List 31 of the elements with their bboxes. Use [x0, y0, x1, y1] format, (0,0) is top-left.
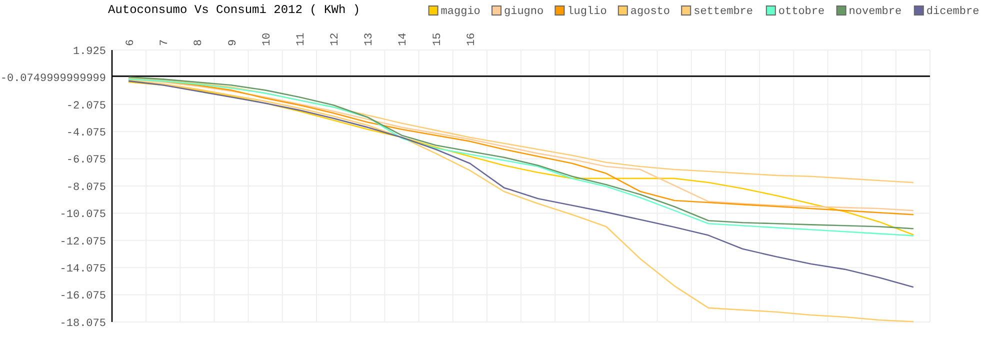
y-tick-label: 1.925 [72, 46, 106, 58]
chart-title: Autoconsumo Vs Consumi 2012 ( KWh ) [108, 3, 360, 17]
x-tick-label: 9 [227, 39, 240, 46]
y-tick-label: -14.075 [60, 263, 106, 276]
x-tick-label: 11 [295, 32, 308, 46]
y-tick-label: -12.075 [60, 236, 106, 248]
x-tick-label: 15 [432, 32, 444, 46]
x-tick-label: 13 [364, 32, 376, 46]
legend-label: novembre [848, 6, 902, 18]
x-tick-label: 16 [466, 32, 478, 46]
y-tick-label: -0.0749999999999 [0, 73, 106, 86]
y-tick-label: -6.075 [66, 154, 106, 167]
y-tick-label: -8.075 [66, 182, 106, 194]
legend-label: dicembre [926, 6, 980, 18]
x-tick-label: 10 [261, 32, 274, 46]
legend-label: maggio [440, 6, 480, 18]
y-tick-label: -16.075 [60, 290, 106, 303]
legend-label: agosto [630, 6, 670, 18]
legend-label: luglio [567, 6, 607, 18]
x-tick-label: 7 [159, 39, 172, 46]
legend-label: settembre [694, 6, 754, 18]
x-tick-label: 12 [330, 32, 342, 46]
y-tick-label: -2.075 [66, 100, 106, 112]
legend-label: giugno [504, 6, 544, 18]
y-tick-label: -10.075 [60, 209, 106, 222]
y-tick-label: -4.075 [66, 127, 106, 140]
legend-label: ottobre [778, 6, 825, 18]
y-tick-label: -18.075 [60, 318, 106, 330]
x-tick-label: 8 [193, 39, 206, 46]
x-tick-label: 14 [398, 32, 410, 46]
x-tick-label: 6 [125, 39, 138, 46]
